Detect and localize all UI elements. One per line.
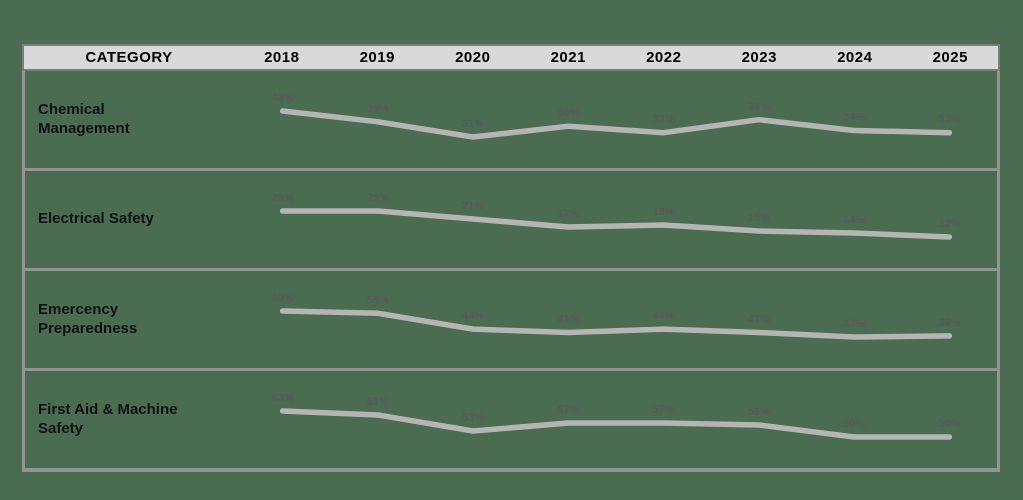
value-label: 34% [843,112,865,124]
table-body: Chemical Management 43% 38% 31% 36% 33% 39% 34%… [22,71,1000,472]
value-label: 50% [843,418,865,430]
value-label: 14% [843,214,865,226]
value-label: 15% [748,212,770,224]
value-label: 12% [938,218,960,230]
column-header-year: 2018 [264,49,300,66]
column-header-year: 2023 [741,49,777,66]
sparkline-chart: 63% 61% 53% 57% 57% 56% 50% 50% [272,392,961,440]
value-label: 33% [938,114,960,126]
safety-training-table: CATEGORY 2018 2019 2020 2021 2022 2023 2024 202… [22,44,1000,472]
value-label: 36% [557,107,579,119]
value-label: 41% [557,314,579,326]
column-header-year: 2020 [455,49,491,66]
value-label: 53% [462,412,484,424]
year-header-group: 2018 2019 2020 2021 2022 2023 2024 2025 [234,46,998,69]
value-label: 33% [653,114,675,126]
category-cell: First Aid & Machine Safety [25,371,235,468]
category-label: First Aid & Machine Safety [38,400,178,437]
value-label: 58% [367,294,389,306]
column-header-category: CATEGORY [85,49,173,66]
value-label: 18% [653,206,675,218]
value-label: 31% [462,118,484,130]
value-label: 44% [462,310,484,322]
table-header-row: CATEGORY 2018 2019 2020 2021 2022 2023 2024 202… [22,44,1000,71]
sparkline-line [279,208,953,240]
column-header-year: 2025 [932,49,968,66]
value-label: 61% [367,396,389,408]
value-label: 25% [367,192,389,204]
value-label: 39% [748,101,770,113]
value-label: 43% [272,92,294,104]
value-label: 38% [938,317,960,329]
sparkline-line [279,108,953,140]
sparkline-line [279,408,953,440]
trend-sparkline-cell: 63% 61% 53% 57% 57% 56% 50% 50% [235,371,997,468]
value-label: 21% [462,200,484,212]
category-label: Emercency Preparedness [38,300,138,337]
value-label: 63% [272,392,294,404]
trend-sparkline-cell: 25% 25% 21% 17% 18% 15% 14% 12% [235,171,997,268]
value-label: 37% [843,318,865,330]
table-row: First Aid & Machine Safety 63% 61% 53% 57% 57… [25,368,997,468]
category-cell: Electrical Safety [25,171,235,268]
column-header-year: 2019 [359,49,395,66]
value-label: 56% [748,406,770,418]
value-label: 44% [653,310,675,322]
category-label: Chemical Management [38,100,130,137]
category-cell: Emercency Preparedness [25,271,235,368]
value-label: 41% [748,314,770,326]
column-header-year: 2024 [837,49,873,66]
value-label: 57% [653,404,675,416]
table-row: Emercency Preparedness 60% 58% 44% 41% 44% 41%… [25,268,997,368]
sparkline-chart: 43% 38% 31% 36% 33% 39% 34% 33% [272,92,961,140]
table-row: Electrical Safety 25% 25% 21% 17% 18% 15% 14% 12… [25,168,997,268]
value-label: 38% [367,103,389,115]
value-label: 25% [272,192,294,204]
value-label: 57% [557,404,579,416]
column-header-year: 2021 [550,49,586,66]
sparkline-chart: 60% 58% 44% 41% 44% 41% 37% 38% [272,292,961,340]
sparkline-chart: 25% 25% 21% 17% 18% 15% 14% 12% [272,192,961,240]
sparkline-line [279,308,953,340]
trend-sparkline-cell: 43% 38% 31% 36% 33% 39% 34% 33% [235,71,997,168]
trend-sparkline-cell: 60% 58% 44% 41% 44% 41% 37% 38% [235,271,997,368]
value-label: 50% [938,418,960,430]
value-label: 17% [557,208,579,220]
category-label: Electrical Safety [38,210,154,228]
category-cell: Chemical Management [25,71,235,168]
column-header-year: 2022 [646,49,682,66]
value-label: 60% [272,292,294,304]
table-row: Chemical Management 43% 38% 31% 36% 33% 39% 34%… [25,71,997,168]
